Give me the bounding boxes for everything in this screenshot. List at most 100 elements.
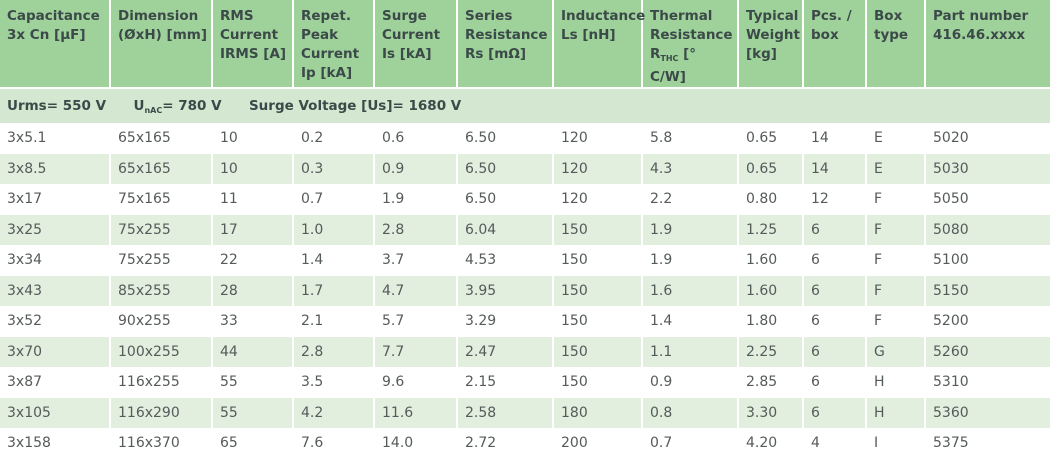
thermal-symbol: R <box>650 46 661 62</box>
un-rating: UnAC= 780 V <box>133 97 222 115</box>
header-line: 3x Cn [µF] <box>7 27 86 43</box>
cell-inductance: 180 <box>553 397 643 428</box>
cell-part-number: 5030 <box>925 153 1050 184</box>
table-row: 3x105 116x290 55 4.2 11.6 2.58 180 0.8 3.30 6 H 536… <box>0 397 1050 428</box>
header-line: Current <box>220 27 279 43</box>
col-header-surge-current: Surge Current Is [kA] <box>374 0 458 88</box>
urms-rating: Urms= 550 V <box>7 97 107 114</box>
cell-thermal-resistance: 1.9 <box>642 214 739 245</box>
cell-surge-current: 1.9 <box>374 184 458 215</box>
header-line: IRMS [A] <box>220 46 287 62</box>
header-line: Resistance <box>465 27 548 43</box>
cell-repet-peak-current: 1.4 <box>293 245 375 276</box>
un-value: = 780 V <box>162 97 222 114</box>
cell-weight: 1.60 <box>738 275 804 306</box>
cell-surge-current: 4.7 <box>374 275 458 306</box>
header-line: Ls [nH] <box>561 27 616 43</box>
voltage-rating-cell: Urms= 550 V UnAC= 780 V Surge Voltage [U… <box>0 87 1050 123</box>
col-header-pcs-per-box: Pcs. / box <box>803 0 867 88</box>
cell-part-number: 5260 <box>925 336 1050 367</box>
cell-thermal-resistance: 2.2 <box>642 184 739 215</box>
table-row: 3x25 75x255 17 1.0 2.8 6.04 150 1.9 1.25 6 F 5080 <box>0 214 1050 245</box>
cell-pcs-per-box: 6 <box>803 367 867 398</box>
header-line: 416.46.xxxx <box>933 27 1026 43</box>
cell-thermal-resistance: 4.3 <box>642 153 739 184</box>
header-line: RTHC [° <box>650 45 737 68</box>
header-line: Rs [mΩ] <box>465 46 527 62</box>
cell-inductance: 150 <box>553 367 643 398</box>
cell-capacitance: 3x105 <box>0 397 111 428</box>
cell-weight: 4.20 <box>738 428 804 459</box>
cell-series-resistance: 6.50 <box>457 123 554 154</box>
cell-surge-current: 0.6 <box>374 123 458 154</box>
cell-inductance: 200 <box>553 428 643 459</box>
thermal-unit: [° <box>678 46 697 62</box>
cell-capacitance: 3x5.1 <box>0 123 111 154</box>
table-row: 3x34 75x255 22 1.4 3.7 4.53 150 1.9 1.60 6 F 5100 <box>0 245 1050 276</box>
cell-box-type: E <box>866 123 926 154</box>
cell-thermal-resistance: 0.9 <box>642 367 739 398</box>
col-header-dimension: Dimension (ØxH) [mm] <box>110 0 213 88</box>
header-line: Typical <box>746 8 799 24</box>
cell-part-number: 5050 <box>925 184 1050 215</box>
cell-inductance: 120 <box>553 153 643 184</box>
header-line: Dimension <box>118 8 199 24</box>
cell-thermal-resistance: 1.4 <box>642 306 739 337</box>
cell-series-resistance: 6.50 <box>457 153 554 184</box>
header-line: box <box>811 27 839 43</box>
cell-rms-current: 33 <box>212 306 294 337</box>
cell-inductance: 150 <box>553 336 643 367</box>
cell-box-type: I <box>866 428 926 459</box>
cell-rms-current: 44 <box>212 336 294 367</box>
cell-repet-peak-current: 2.8 <box>293 336 375 367</box>
header-line: Inductance <box>561 8 646 24</box>
cell-pcs-per-box: 6 <box>803 275 867 306</box>
col-header-capacitance: Capacitance 3x Cn [µF] <box>0 0 111 88</box>
cell-repet-peak-current: 7.6 <box>293 428 375 459</box>
thermal-subscript: THC <box>660 54 679 63</box>
cell-weight: 0.65 <box>738 123 804 154</box>
cell-rms-current: 55 <box>212 367 294 398</box>
cell-part-number: 5020 <box>925 123 1050 154</box>
cell-pcs-per-box: 6 <box>803 336 867 367</box>
cell-dimension: 65x165 <box>110 153 213 184</box>
col-header-series-resistance: Series Resistance Rs [mΩ] <box>457 0 554 88</box>
col-header-thermal-resistance: Thermal Resistance RTHC [° C/W] <box>642 0 739 88</box>
cell-inductance: 120 <box>553 123 643 154</box>
cell-rms-current: 22 <box>212 245 294 276</box>
cell-pcs-per-box: 14 <box>803 153 867 184</box>
cell-part-number: 5100 <box>925 245 1050 276</box>
table-row: 3x8.5 65x165 10 0.3 0.9 6.50 120 4.3 0.65 14 E 5030 <box>0 153 1050 184</box>
table-row: 3x158 116x370 65 7.6 14.0 2.72 200 0.7 4.20 4 I 537… <box>0 428 1050 459</box>
cell-dimension: 90x255 <box>110 306 213 337</box>
cell-weight: 1.25 <box>738 214 804 245</box>
cell-dimension: 85x255 <box>110 275 213 306</box>
cell-box-type: H <box>866 367 926 398</box>
cell-pcs-per-box: 6 <box>803 245 867 276</box>
header-line: type <box>874 27 909 43</box>
cell-box-type: F <box>866 245 926 276</box>
cell-thermal-resistance: 0.7 <box>642 428 739 459</box>
cell-thermal-resistance: 5.8 <box>642 123 739 154</box>
header-line: Box <box>874 8 903 24</box>
cell-series-resistance: 3.95 <box>457 275 554 306</box>
cell-surge-current: 0.9 <box>374 153 458 184</box>
header-line: Resistance <box>650 27 733 43</box>
cell-series-resistance: 4.53 <box>457 245 554 276</box>
un-subscript: nAC <box>144 105 163 115</box>
cell-rms-current: 10 <box>212 123 294 154</box>
surge-voltage-rating: Surge Voltage [Us]= 1680 V <box>248 97 462 114</box>
table-row: 3x70 100x255 44 2.8 7.7 2.47 150 1.1 2.25 6 G 5260 <box>0 336 1050 367</box>
cell-weight: 3.30 <box>738 397 804 428</box>
cell-part-number: 5375 <box>925 428 1050 459</box>
header-line: Pcs. / <box>811 8 852 24</box>
cell-dimension: 100x255 <box>110 336 213 367</box>
cell-rms-current: 28 <box>212 275 294 306</box>
col-header-box-type: Box type <box>866 0 926 88</box>
cell-pcs-per-box: 4 <box>803 428 867 459</box>
cell-capacitance: 3x52 <box>0 306 111 337</box>
col-header-repet-peak-current: Repet. Peak Current Ip [kA] <box>293 0 375 88</box>
cell-rms-current: 11 <box>212 184 294 215</box>
header-line: Series <box>465 8 513 24</box>
cell-box-type: H <box>866 397 926 428</box>
